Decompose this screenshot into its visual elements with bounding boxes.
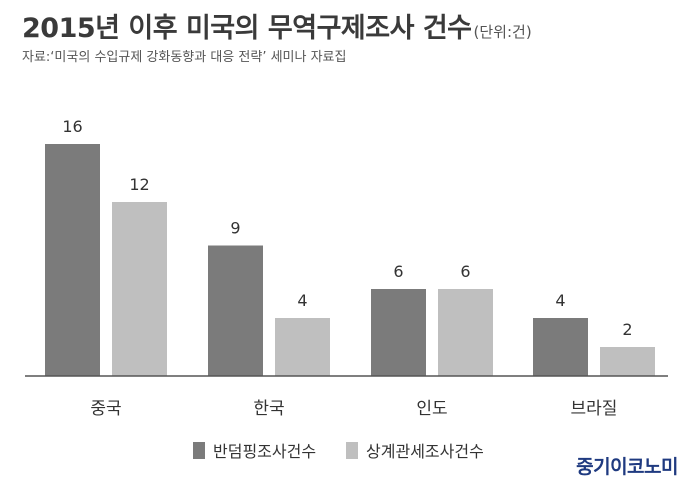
category-label-한국: 한국 <box>253 399 284 419</box>
bar-중국-series-1 <box>45 144 100 376</box>
bar-한국-series-1 <box>208 245 263 376</box>
legend: 반덤핑조사건수 상계관세조사건수 <box>193 438 484 462</box>
data-label-인도-series-2: 6 <box>460 262 470 281</box>
legend-item-series-1: 반덤핑조사건수 <box>193 438 316 462</box>
legend-swatch-series-2 <box>346 441 359 459</box>
category-label-중국: 중국 <box>90 399 121 419</box>
data-label-브라질-series-1: 4 <box>555 291 565 310</box>
category-label-인도: 인도 <box>416 399 447 419</box>
bar-중국-series-2 <box>112 202 167 376</box>
bar-인도-series-1 <box>371 289 426 376</box>
data-label-한국-series-2: 4 <box>297 291 307 310</box>
legend-item-series-2: 상계관세조사건수 <box>346 438 484 462</box>
category-label-브라질: 브라질 <box>571 399 618 419</box>
brand-logo: 중기이코노미 <box>576 456 678 478</box>
unit-label: (단위:건) <box>473 23 532 41</box>
bar-chart: 16 12 중국 9 4 한국 6 6 인도 4 2 브라질 <box>25 117 668 419</box>
legend-label-series-2: 상계관세조사건수 <box>366 442 484 461</box>
chart-title-row: 2015년 이후 미국의 무역구제조사 건수 (단위:건) <box>22 6 532 45</box>
chart-title: 2015년 이후 미국의 무역구제조사 건수 <box>22 13 472 44</box>
source-note: 자료:‘미국의 수입규제 강화동향과 대응 전략’ 세미나 자료집 <box>22 50 347 65</box>
data-label-한국-series-1: 9 <box>230 219 240 238</box>
data-label-중국-series-1: 16 <box>62 117 82 136</box>
data-label-중국-series-2: 12 <box>129 175 149 194</box>
data-label-브라질-series-2: 2 <box>622 320 632 339</box>
legend-swatch-series-1 <box>193 441 205 459</box>
data-label-인도-series-1: 6 <box>393 262 403 281</box>
bar-한국-series-2 <box>275 318 330 376</box>
bar-브라질-series-2 <box>600 347 655 376</box>
bar-브라질-series-1 <box>533 318 588 376</box>
bar-인도-series-2 <box>438 289 493 376</box>
legend-label-series-1: 반덤핑조사건수 <box>213 442 317 461</box>
